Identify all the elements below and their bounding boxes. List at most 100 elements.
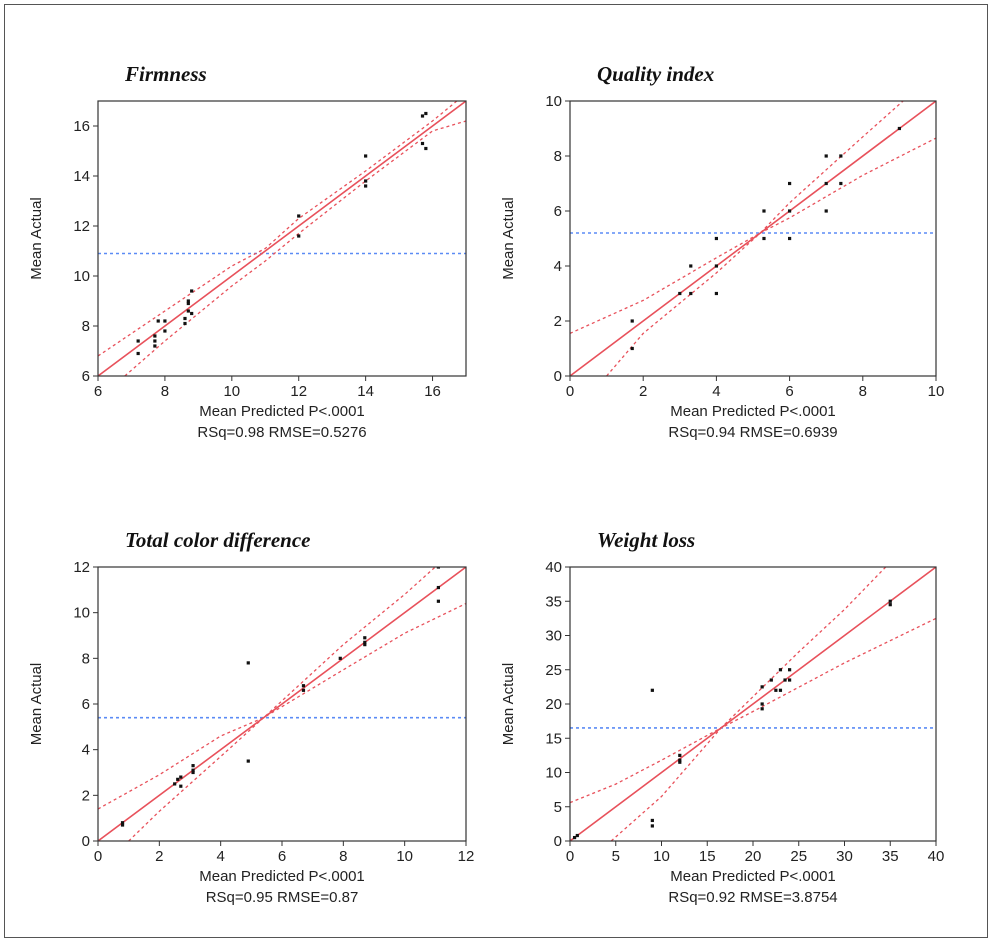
- x-tick-label: 6: [278, 848, 286, 865]
- confidence-lower-curve: [610, 617, 936, 841]
- confidence-upper-curve: [98, 567, 436, 810]
- data-point: [424, 111, 428, 116]
- y-tick-label: 6: [554, 203, 562, 220]
- x-tick-label: 10: [928, 383, 945, 400]
- y-tick-label: 6: [82, 368, 90, 385]
- data-point: [420, 114, 425, 118]
- data-point: [179, 775, 183, 779]
- data-point: [136, 339, 140, 343]
- data-point: [363, 643, 367, 647]
- fit-statistics: RSq=0.92 RMSE=3.8754: [668, 889, 837, 906]
- data-point: [436, 599, 440, 603]
- data-point: [760, 707, 764, 711]
- data-point: [678, 758, 682, 762]
- y-tick-label: 4: [554, 258, 562, 275]
- data-point: [153, 334, 157, 338]
- chart-panel: Total color difference 0 2 4 6 8 10 12 0 2 4 6 8 10 12…: [28, 528, 474, 906]
- data-point: [191, 770, 195, 775]
- data-point: [888, 599, 892, 603]
- y-tick-label: 8: [82, 318, 90, 335]
- data-point: [338, 656, 342, 660]
- y-tick-label: 0: [554, 368, 562, 385]
- x-tick-label: 4: [216, 848, 224, 865]
- confidence-upper-curve: [570, 101, 904, 334]
- data-point: [824, 209, 828, 213]
- data-point: [297, 214, 301, 218]
- y-tick-label: 10: [545, 93, 562, 110]
- x-axis-label: Mean Predicted P<.0001: [670, 868, 836, 885]
- x-axis-label: Mean Predicted P<.0001: [199, 868, 365, 885]
- x-tick-label: 20: [745, 848, 762, 865]
- x-tick-label: 6: [785, 383, 793, 400]
- data-point: [420, 141, 425, 146]
- data-point: [650, 818, 654, 823]
- y-tick-label: 15: [545, 730, 562, 747]
- data-point: [630, 319, 634, 323]
- plot-frame: [97, 100, 467, 377]
- data-point: [186, 309, 190, 313]
- data-point: [183, 321, 187, 326]
- figure-canvas: Firmness 6 8 10 12 14 16 6 8 10 12 14 16 Mean Predict…: [28, 62, 945, 906]
- data-point: [774, 688, 778, 692]
- data-point: [176, 777, 180, 781]
- chart-title: Firmness: [124, 62, 207, 86]
- chart-panel: Firmness 6 8 10 12 14 16 6 8 10 12 14 16 Mean Predict…: [28, 62, 467, 441]
- data-point: [689, 291, 693, 296]
- data-point: [179, 784, 183, 788]
- chart-panel: Quality index 0 2 4 6 8 10 0 2 4 6 8 10 Mean Predicte…: [500, 62, 944, 441]
- x-tick-label: 8: [161, 383, 169, 400]
- data-point: [424, 146, 428, 151]
- confidence-upper-curve: [98, 101, 458, 357]
- data-point: [678, 760, 682, 764]
- x-tick-label: 2: [155, 848, 163, 865]
- data-point: [714, 236, 718, 241]
- data-point: [760, 702, 764, 706]
- data-point: [120, 823, 125, 827]
- y-tick-label: 14: [73, 168, 90, 185]
- y-tick-label: 10: [73, 268, 90, 285]
- data-point: [297, 234, 301, 238]
- chart-title: Total color difference: [125, 528, 310, 552]
- y-tick-label: 8: [82, 650, 90, 667]
- data-point: [301, 688, 306, 692]
- data-point: [246, 759, 250, 763]
- fit-line: [98, 567, 466, 841]
- data-point: [136, 351, 140, 356]
- data-point: [788, 678, 792, 682]
- data-point: [650, 688, 654, 692]
- data-point: [186, 301, 190, 306]
- data-point: [788, 668, 792, 672]
- x-tick-label: 10: [653, 848, 670, 865]
- data-point: [190, 289, 194, 293]
- data-point: [839, 154, 843, 158]
- data-point: [186, 299, 190, 303]
- data-point: [363, 636, 367, 640]
- data-point: [436, 567, 440, 569]
- data-point: [778, 688, 783, 692]
- plot-frame: [569, 100, 937, 377]
- y-tick-label: 2: [82, 787, 90, 804]
- data-point: [364, 184, 368, 188]
- x-tick-label: 10: [396, 848, 413, 865]
- data-point: [575, 833, 579, 838]
- data-point: [363, 640, 367, 644]
- data-point: [678, 291, 682, 296]
- y-tick-label: 35: [545, 593, 562, 610]
- data-point: [246, 661, 250, 665]
- confidence-upper-curve: [570, 567, 887, 804]
- x-tick-label: 0: [566, 848, 574, 865]
- y-tick-label: 0: [554, 833, 562, 850]
- data-point: [839, 181, 843, 186]
- fit-statistics: RSq=0.95 RMSE=0.87: [206, 889, 359, 906]
- y-axis-label: Mean Actual: [500, 197, 517, 280]
- y-tick-label: 16: [73, 118, 90, 135]
- y-axis-label: Mean Actual: [28, 663, 45, 746]
- x-tick-label: 35: [882, 848, 899, 865]
- data-point: [156, 319, 160, 323]
- x-tick-label: 25: [790, 848, 807, 865]
- fit-line: [570, 101, 936, 376]
- x-tick-label: 40: [928, 848, 945, 865]
- fit-line: [570, 567, 936, 841]
- x-tick-label: 0: [566, 383, 574, 400]
- confidence-lower-curve: [124, 120, 466, 376]
